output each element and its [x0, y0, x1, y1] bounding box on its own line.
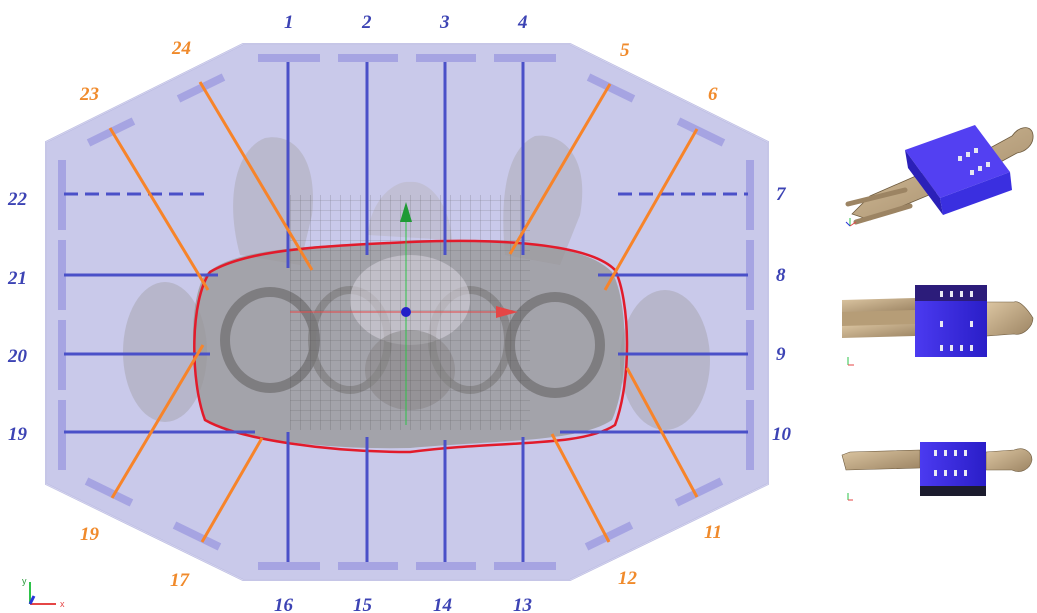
- beam-label: 9: [776, 344, 786, 365]
- axis-x-label: x: [60, 599, 65, 609]
- orange-beam-labels: 24 5 23 6 11 12 17 19: [79, 38, 722, 591]
- beam-label: 24: [171, 38, 191, 59]
- beam-label: 22: [7, 189, 28, 210]
- beam-label: 12: [618, 568, 638, 589]
- axes-triad-icon: y x: [22, 576, 65, 609]
- beam-label: 19: [8, 424, 28, 445]
- beam-label: 2: [361, 12, 372, 33]
- beam-label: 4: [517, 12, 528, 33]
- axis-y-label: y: [22, 576, 27, 586]
- beam-box-icon: [920, 442, 986, 496]
- beam-label: 3: [439, 12, 450, 33]
- beam-label: 13: [513, 595, 532, 613]
- beam-label: 17: [170, 570, 191, 591]
- beam-label: 11: [704, 522, 722, 543]
- beam-label: 10: [772, 424, 792, 445]
- beam-label: 15: [353, 595, 373, 613]
- beam-box-icon: [915, 285, 987, 357]
- body-contour: [193, 239, 629, 454]
- beam-label: 8: [776, 265, 786, 286]
- beam-label: 7: [776, 184, 787, 205]
- phantom-view-oblique: [845, 125, 1034, 227]
- beam-label: 1: [284, 12, 294, 33]
- beam-box-icon: [905, 125, 1012, 215]
- beam-label: 14: [433, 595, 452, 613]
- phantom-view-top: [842, 285, 1034, 366]
- blue-beams: [64, 62, 748, 562]
- beam-label: 16: [274, 595, 294, 613]
- y-axis-arrow: [400, 202, 412, 222]
- beam-label: 19: [80, 524, 100, 545]
- human-phantom-icon: [841, 449, 921, 471]
- beam-label: 23: [79, 84, 99, 105]
- beam-label: 20: [7, 346, 28, 367]
- beam-label: 21: [7, 268, 27, 289]
- phantom-view-side: [841, 442, 1033, 501]
- orange-beams: [108, 81, 699, 543]
- x-axis-arrow: [496, 306, 518, 318]
- beam-label: 5: [620, 40, 630, 61]
- blue-beam-labels: 1 2 3 4 7 8 9 10 13 14 15 16 19 20 21 22: [7, 12, 792, 613]
- beam-label: 6: [708, 84, 718, 105]
- isocenter-marker: [401, 307, 411, 317]
